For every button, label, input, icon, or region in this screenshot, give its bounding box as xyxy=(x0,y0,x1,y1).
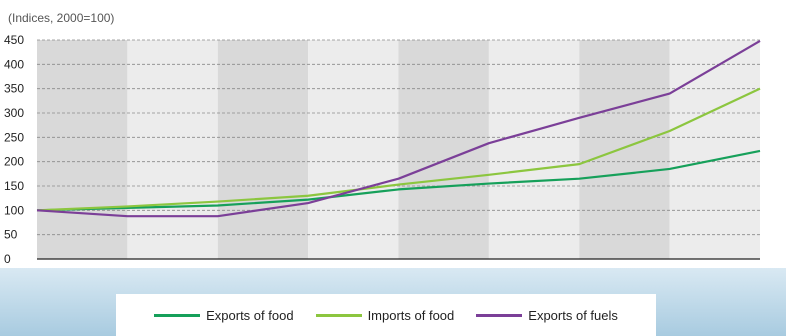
y-tick-label: 200 xyxy=(4,155,24,169)
plot-band xyxy=(669,40,760,259)
series-lines xyxy=(36,40,761,218)
series-line xyxy=(36,149,761,212)
y-tick-label: 250 xyxy=(4,130,24,144)
legend-item: Exports of fuels xyxy=(476,308,618,323)
legend-label: Exports of fuels xyxy=(528,307,618,323)
chart-subtitle: (Indices, 2000=100) xyxy=(8,11,114,25)
plot-band xyxy=(217,40,309,259)
chart-legend: Exports of food Imports of food Exports of… xyxy=(116,294,656,336)
legend-item: Imports of food xyxy=(315,307,455,323)
plot-band xyxy=(579,40,670,259)
legend-label: Exports of food xyxy=(206,307,294,323)
y-tick-label: 150 xyxy=(4,179,24,193)
y-tick-label: 350 xyxy=(4,82,24,96)
legend-swatch xyxy=(315,313,362,317)
y-axis-ticks: 0 50 100 150 200 250 300 350 400 450 xyxy=(4,33,24,266)
plot-band xyxy=(488,40,580,259)
y-tick-label: 300 xyxy=(4,106,24,120)
legend-item: Exports of food xyxy=(154,307,294,323)
legend-swatch xyxy=(154,313,201,317)
y-tick-label: 100 xyxy=(4,203,24,217)
legend-swatch xyxy=(476,313,523,317)
y-tick-label: 50 xyxy=(4,228,18,242)
plot-band xyxy=(37,40,128,259)
series-line xyxy=(36,40,761,218)
gridlines xyxy=(37,39,760,260)
y-tick-label: 0 xyxy=(4,252,11,266)
plot-background-bands xyxy=(37,40,760,259)
plot-band xyxy=(127,40,218,259)
plot-band xyxy=(308,40,399,259)
y-tick-label: 400 xyxy=(4,57,24,71)
series-line xyxy=(36,87,761,212)
legend-label: Imports of food xyxy=(367,307,455,323)
y-tick-label: 450 xyxy=(4,33,24,47)
